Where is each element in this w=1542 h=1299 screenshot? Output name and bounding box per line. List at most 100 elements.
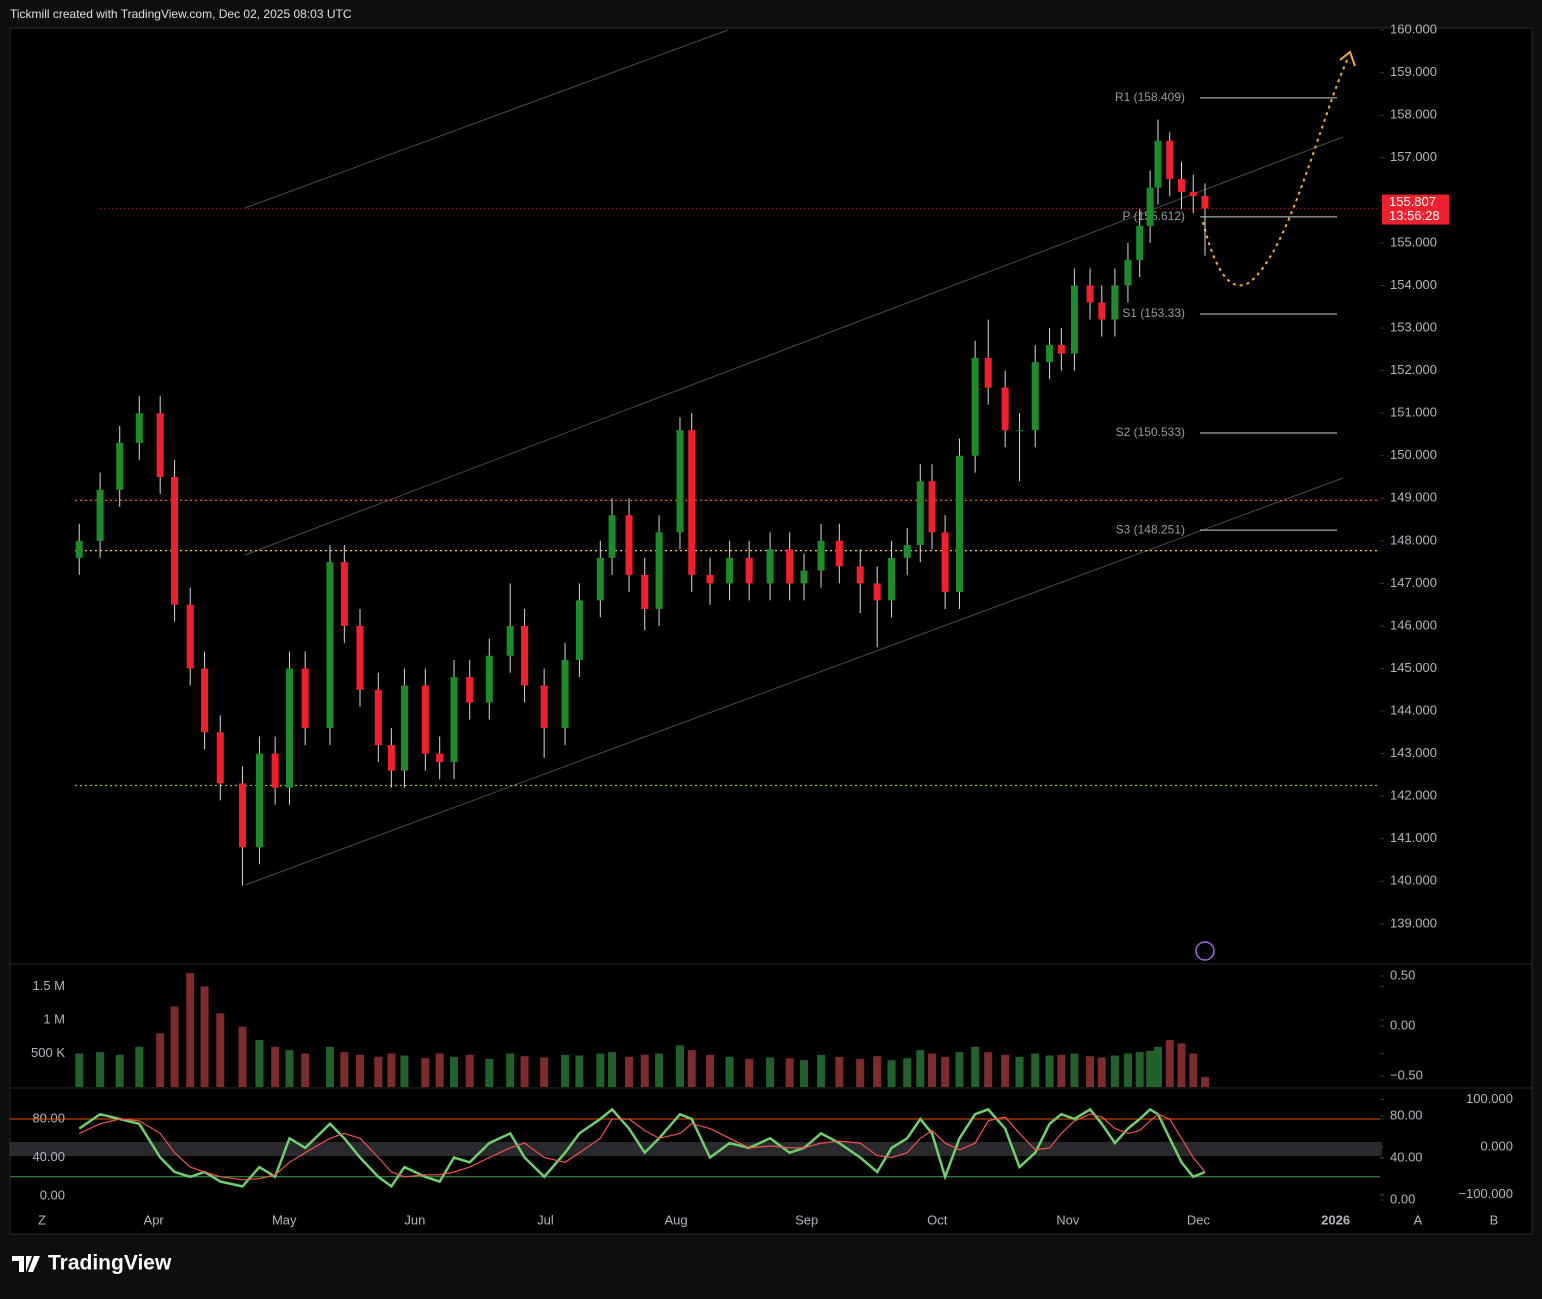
candle-body <box>1154 140 1162 188</box>
ui-button[interactable]: Z <box>38 1212 46 1227</box>
volume-bar <box>374 1056 383 1087</box>
candle-body <box>676 430 684 533</box>
candle-body <box>984 357 992 388</box>
candle-body <box>928 481 936 533</box>
y-tick-label: 149.000 <box>1390 490 1437 505</box>
candle-body <box>1016 430 1024 432</box>
volume-bar <box>596 1053 605 1087</box>
pivot-label: S2 (150.533) <box>1116 425 1185 439</box>
y-tick-label: 0.00 <box>1390 1017 1415 1032</box>
candle-body <box>271 753 279 788</box>
volume-bar <box>687 1050 696 1087</box>
candle-body <box>835 540 843 567</box>
candle-body <box>971 357 979 456</box>
candle-body <box>856 566 864 584</box>
volume-bar <box>608 1052 617 1087</box>
candle-body <box>800 570 808 584</box>
pivot-label: P (155.612) <box>1123 209 1186 223</box>
volume-bar <box>745 1058 754 1087</box>
volume-bar <box>625 1056 634 1087</box>
volume-bar <box>766 1057 775 1087</box>
candle-body <box>436 753 444 763</box>
candle-body <box>326 562 334 729</box>
candle-body <box>817 540 825 571</box>
volume-bar <box>1135 1052 1144 1087</box>
volume-bar <box>340 1052 349 1087</box>
x-tick-label: Jun <box>404 1212 425 1227</box>
y-tick-label: 139.000 <box>1390 915 1437 930</box>
x-tick-label: Dec <box>1187 1212 1211 1227</box>
pivot-label: S1 (153.33) <box>1122 306 1185 320</box>
volume-bar <box>170 1006 179 1087</box>
ui-button[interactable]: B <box>1490 1212 1499 1227</box>
volume-bar <box>400 1055 409 1087</box>
volume-bar <box>255 1040 264 1087</box>
y-tick-label: 100.000 <box>1466 1091 1513 1106</box>
candle-body <box>596 557 604 601</box>
volume-bar <box>435 1053 444 1087</box>
candle-body <box>356 625 364 690</box>
volume-bar <box>421 1058 430 1087</box>
volume-bar <box>271 1046 280 1087</box>
volume-bar <box>655 1053 664 1087</box>
volume-bar <box>640 1054 649 1087</box>
volume-bar <box>817 1054 826 1087</box>
candle-body <box>75 540 83 558</box>
candle-body <box>135 413 143 443</box>
volume-bar <box>873 1056 882 1087</box>
channel-line <box>244 29 729 209</box>
ui-button[interactable]: A <box>1414 1212 1423 1227</box>
volume-bar <box>115 1054 124 1087</box>
candle-body <box>521 625 529 686</box>
y-tick-label: 140.000 <box>1390 873 1437 888</box>
channel-line <box>244 477 1344 886</box>
y-tick-label: 152.000 <box>1390 362 1437 377</box>
candle-body <box>1166 140 1174 180</box>
candle-body <box>201 668 209 733</box>
x-tick-label: Apr <box>144 1212 165 1227</box>
volume-bar <box>450 1056 459 1087</box>
candle-body <box>540 685 548 729</box>
candle-body <box>706 574 714 584</box>
candle-body <box>255 753 263 848</box>
channel-line <box>244 136 1344 556</box>
candle-body <box>955 455 963 592</box>
x-tick-label: Sep <box>795 1212 818 1227</box>
candle-body <box>1177 179 1185 192</box>
y-tick-label: 159.000 <box>1390 64 1437 79</box>
candle-body <box>941 532 949 592</box>
candle-body <box>766 549 774 584</box>
candle-body <box>688 430 696 575</box>
candle-body <box>575 600 583 660</box>
x-tick-label: May <box>272 1212 297 1227</box>
candle-body <box>285 668 293 788</box>
candle-body <box>1031 362 1039 431</box>
volume-bar <box>835 1056 844 1087</box>
y-tick-label: 155.000 <box>1390 234 1437 249</box>
candle-body <box>485 655 493 703</box>
chart-frame <box>9 27 1533 1235</box>
y-tick-label: 141.000 <box>1390 830 1437 845</box>
y-tick-label: 157.000 <box>1390 149 1437 164</box>
candle-body <box>374 689 382 746</box>
volume-bar <box>1165 1040 1174 1087</box>
y-tick-label: 153.000 <box>1390 319 1437 334</box>
candle-body <box>340 562 348 626</box>
y-tick-label: 143.000 <box>1390 745 1437 760</box>
candle-body <box>1136 225 1144 260</box>
candle-body <box>156 413 164 477</box>
volume-bar <box>1086 1056 1095 1087</box>
alert-icon[interactable] <box>1195 941 1215 961</box>
volume-bar <box>1070 1053 1079 1087</box>
volume-bar <box>561 1054 570 1087</box>
volume-bar <box>186 973 195 1087</box>
volume-bar <box>96 1052 105 1087</box>
candle-body <box>466 677 474 703</box>
y-tick-label: 80.00 <box>32 1110 65 1125</box>
price-tag <box>1382 194 1449 225</box>
candle-body <box>1189 191 1197 197</box>
price-tag-value: 155.807 <box>1389 194 1436 209</box>
volume-bar <box>387 1053 396 1087</box>
volume-bar <box>1045 1055 1054 1087</box>
y-tick-label: 0.00 <box>40 1187 65 1202</box>
